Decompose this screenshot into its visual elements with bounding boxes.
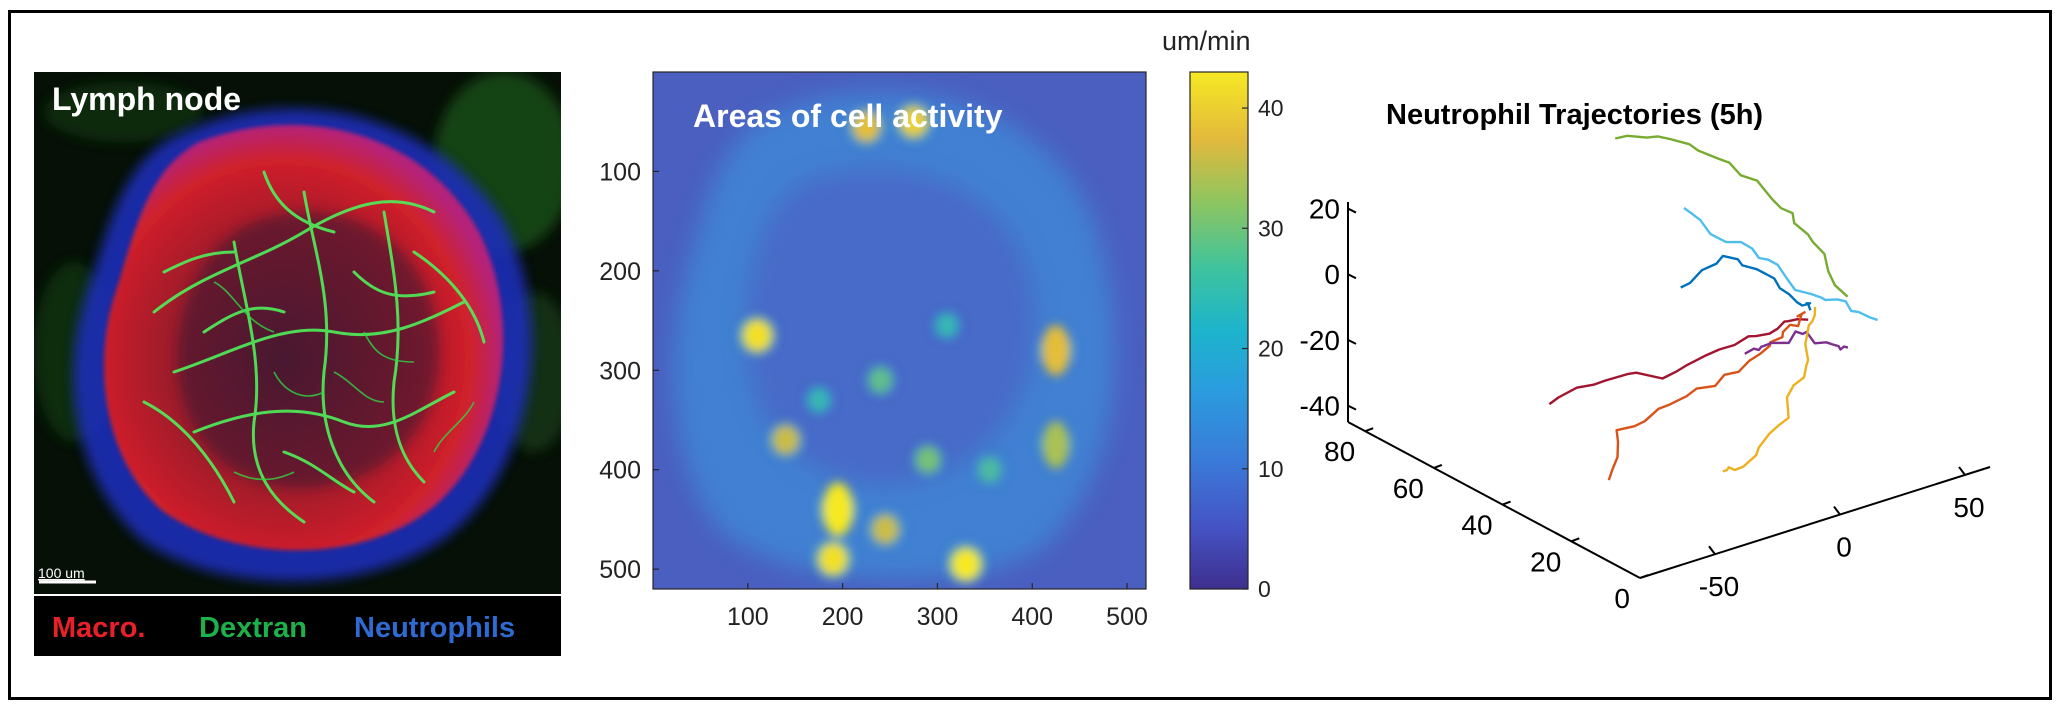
trajectory-line [1722, 306, 1817, 473]
legend-dextran: Dextran [199, 612, 307, 644]
hotspot [818, 542, 848, 576]
y-tick-label: 500 [599, 556, 641, 584]
y-tick-label: 100 [599, 158, 641, 186]
y-tick-label: 60 [1393, 473, 1424, 504]
hotspot [822, 482, 853, 537]
x-tick-label: -50 [1699, 571, 1739, 602]
channel-legend [34, 596, 561, 656]
y-tick-label: 200 [599, 258, 641, 286]
lymph-node-panel: Lymph node 100 um Macro. Dextran Neutrop… [34, 72, 561, 656]
x-tick-label: 200 [822, 603, 864, 631]
z-tick-label: -20 [1300, 325, 1340, 356]
y-tick-label: 0 [1614, 583, 1630, 614]
x-tick-label: 500 [1106, 603, 1148, 631]
axis-3d-ticks: 20 0 -20 -40 80 60 40 20 0 50 0 -50 [1300, 194, 1985, 614]
colorbar-tick-label: 10 [1258, 456, 1284, 482]
z-tick-mark [1347, 273, 1357, 280]
x-tick-label: 100 [727, 603, 769, 631]
hotspot [1041, 325, 1070, 376]
figure-frame [8, 10, 2052, 700]
z-tick-mark [1347, 339, 1357, 345]
y-tick-mark [1502, 500, 1511, 506]
colorbar-tick-label: 20 [1258, 336, 1284, 362]
y-tick-mark [1433, 463, 1443, 469]
hotspot [1042, 421, 1070, 469]
colorbar-unit-label: um/min [1162, 26, 1251, 56]
trajectory-line [1680, 254, 1812, 311]
y-tick-label: 20 [1530, 546, 1561, 577]
x-tick-label: 0 [1836, 532, 1852, 563]
z-tick-mark [1347, 207, 1357, 214]
y-tick-mark [1639, 574, 1649, 579]
hotspot [950, 547, 981, 581]
hotspot [899, 105, 929, 138]
x-tick-label: 400 [1011, 603, 1053, 631]
y-tick-label: 80 [1324, 436, 1355, 467]
x-tick-mark [1958, 466, 1966, 476]
hotspot [868, 367, 893, 394]
hotspot [772, 424, 800, 455]
colorbar-tick-label: 0 [1258, 576, 1271, 602]
hotspot [871, 514, 899, 545]
panel-a-title: Lymph node [52, 81, 241, 117]
heatmap-ticks: 100 200 300 400 500 100 200 300 400 500 [599, 158, 1148, 631]
dextran-vessels [142, 170, 486, 524]
panel-c-title: Neutrophil Trajectories (5h) [1386, 99, 1763, 131]
colorbar-ticks: 0 10 20 30 40 [1242, 95, 1284, 602]
trajectory-lines [1548, 134, 1878, 481]
x-tick-label: 300 [917, 603, 959, 631]
hotspot [978, 457, 1002, 483]
x-tick-mark [1708, 545, 1716, 555]
legend-macro: Macro. [52, 612, 145, 644]
trajectory-line [1683, 207, 1878, 322]
x-tick-label: 50 [1953, 492, 1984, 523]
trajectory-line [1548, 318, 1809, 406]
trajectory-line [1744, 330, 1849, 355]
z-tick-mark [1347, 404, 1357, 411]
hotspot [742, 319, 773, 352]
y-tick-label: 300 [599, 357, 641, 385]
legend-neutrophils: Neutrophils [354, 612, 515, 644]
trajectories-3d-chart: Neutrophil Trajectories (5h) 20 0 -20 -40 80… [1300, 99, 1991, 614]
y-axis-line [1347, 421, 1641, 579]
hotspot [852, 111, 881, 143]
z-tick-label: 20 [1309, 194, 1340, 225]
z-tick-label: -40 [1300, 391, 1340, 422]
y-tick-label: 400 [599, 457, 641, 485]
colorbar-tick-label: 30 [1258, 215, 1284, 241]
x-axis-line [1639, 466, 1991, 579]
colorbar [1189, 71, 1249, 590]
hotspot [915, 446, 941, 474]
hotspot [807, 387, 830, 413]
trajectory-line [1614, 134, 1849, 298]
panel-b-title: Areas of cell activity [693, 98, 1003, 134]
y-tick-mark [1364, 427, 1374, 433]
x-tick-mark [1833, 505, 1841, 516]
heatmap-axes-box [652, 71, 1147, 590]
heatmap-image [653, 72, 1146, 589]
colorbar-tick-label: 40 [1258, 95, 1284, 121]
y-tick-mark [1570, 537, 1580, 543]
z-tick-label: 0 [1324, 259, 1340, 290]
hotspot [935, 313, 958, 338]
trajectory-line [1607, 310, 1806, 481]
scale-bar-label: 100 um [38, 565, 85, 581]
y-tick-label: 40 [1461, 510, 1492, 541]
